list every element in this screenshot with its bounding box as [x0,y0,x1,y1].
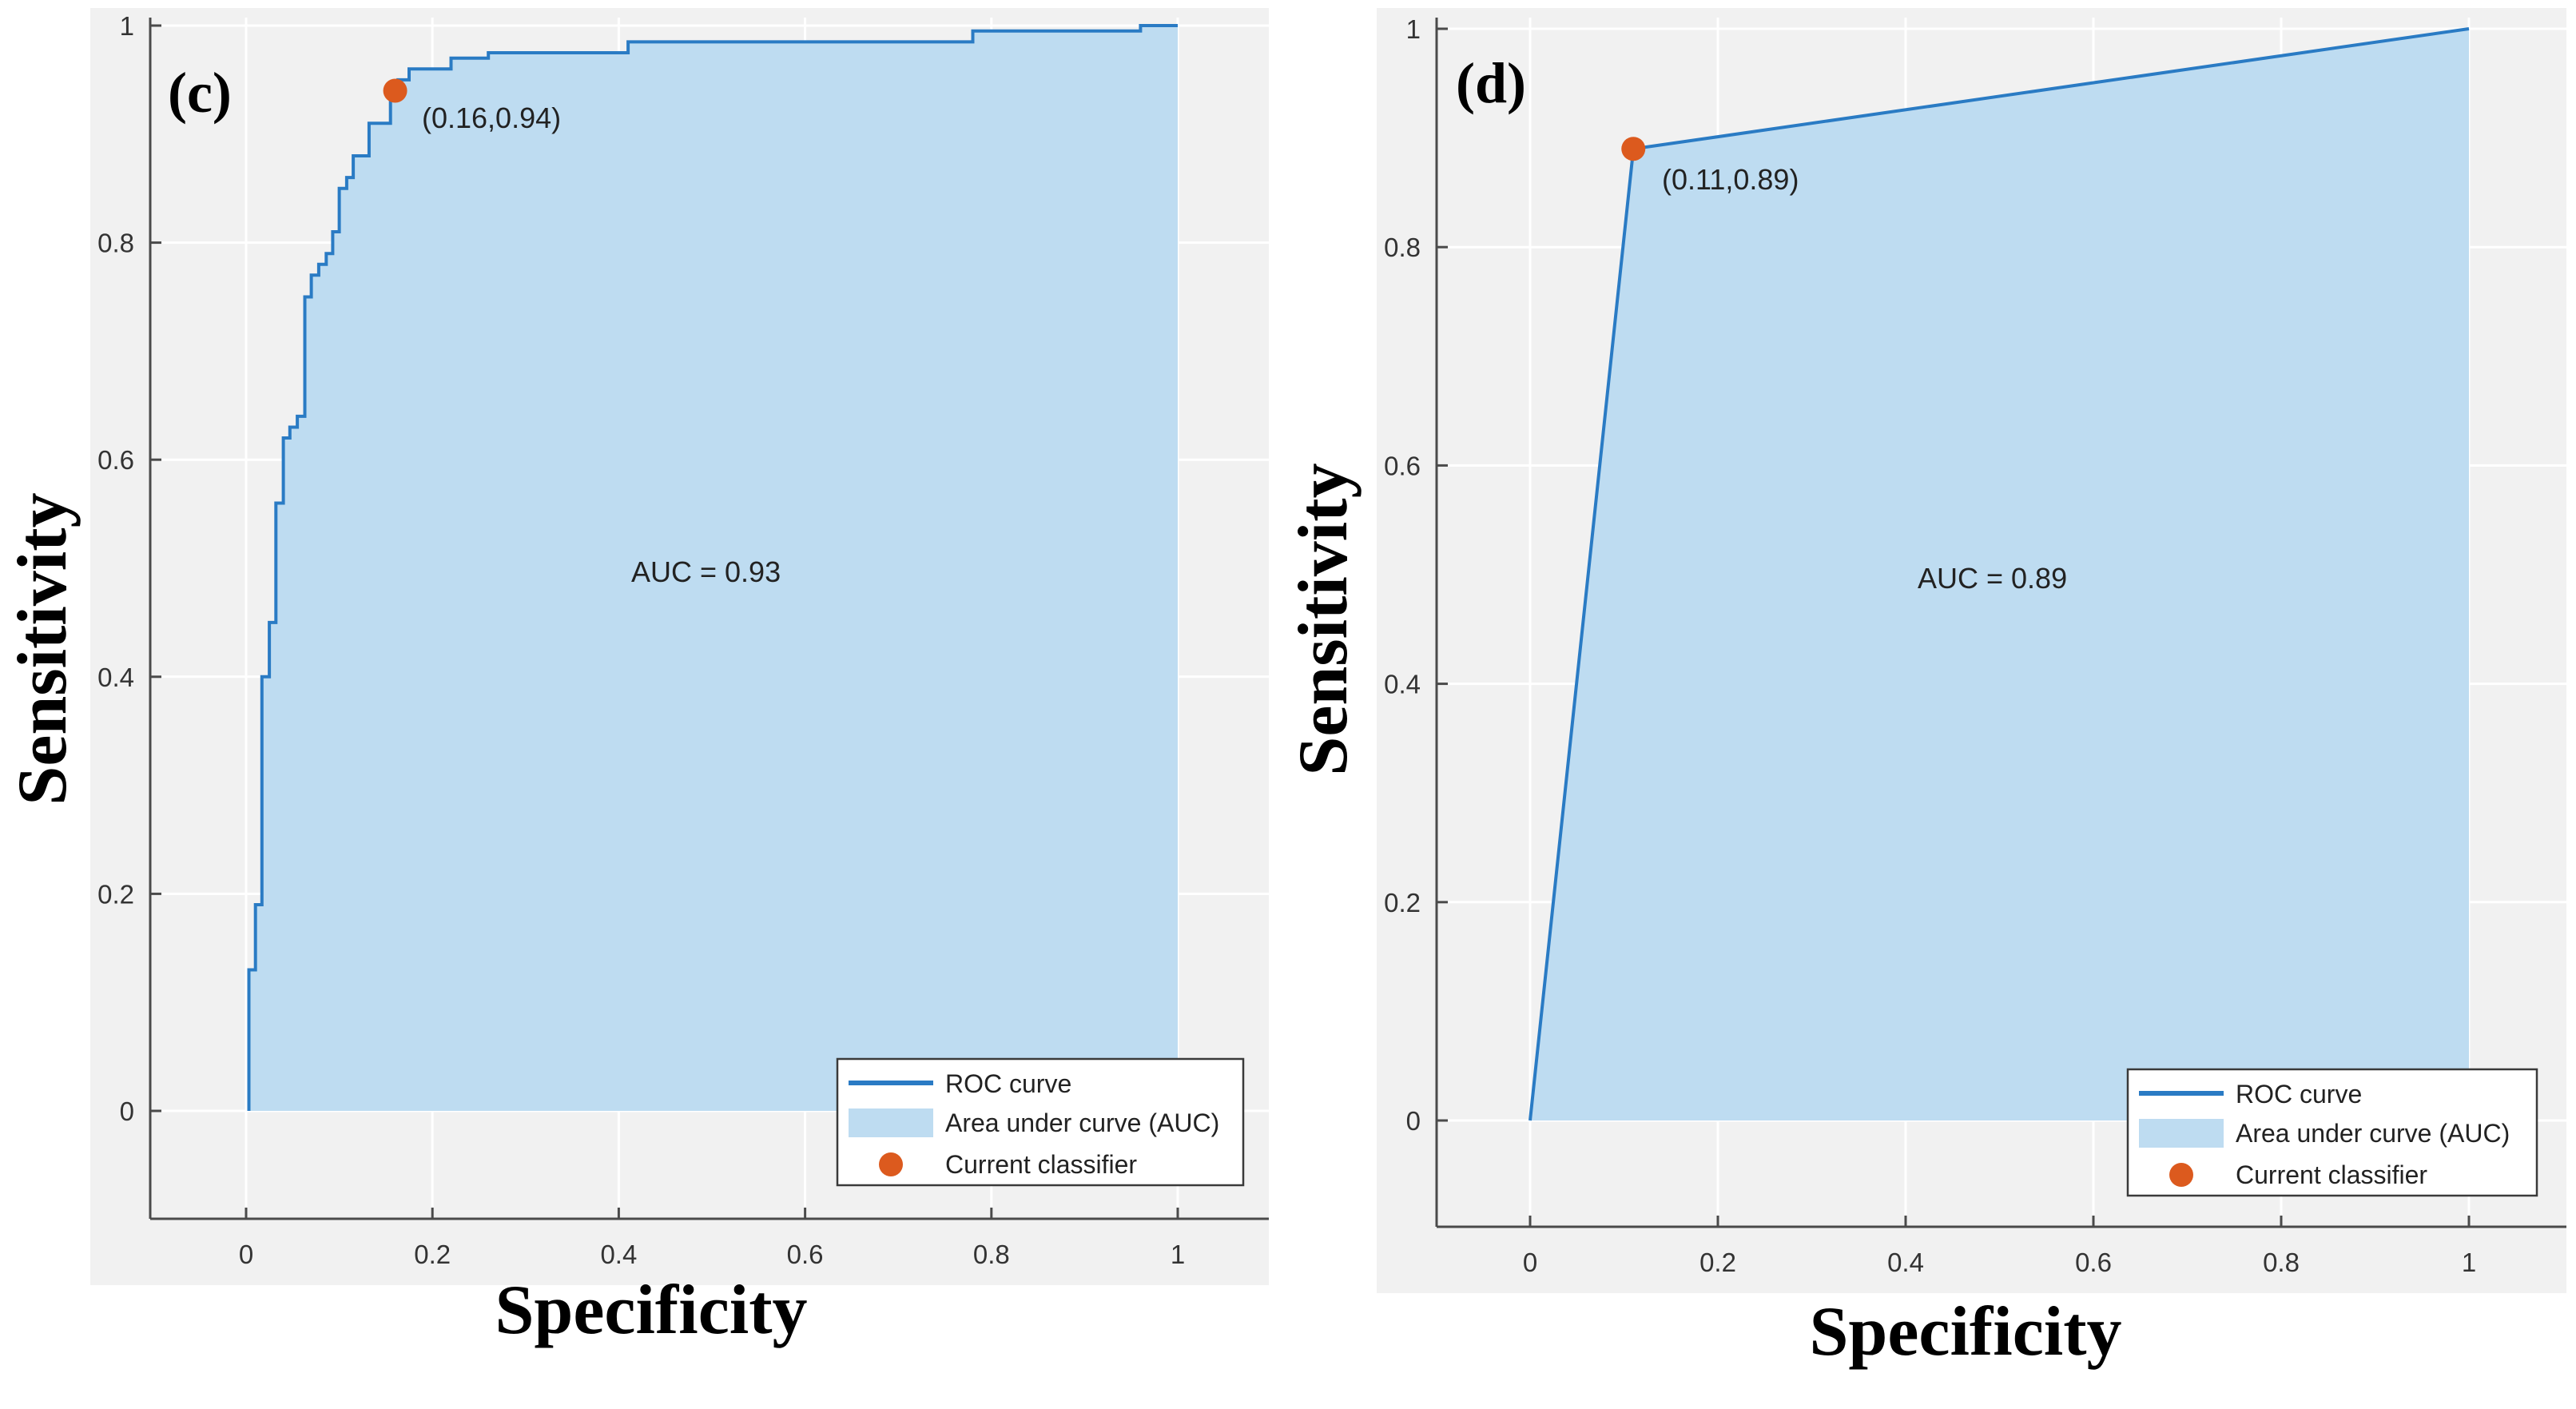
panel-c-x-tick-labels: 0 0.2 0.4 0.6 0.8 1 [239,1240,1185,1269]
panel-d-legend: ROC curve Area under curve (AUC) Current… [2126,1068,2538,1197]
panel-c-legend-classifier-swatch [879,1152,903,1176]
x-tick-label: 0.4 [600,1240,637,1269]
panel-d-legend-classifier-label: Current classifier [2236,1160,2427,1189]
panel-c-auc-text: AUC = 0.93 [631,555,781,588]
y-tick-label: 0.2 [97,879,134,909]
panel-d-auc-text: AUC = 0.89 [1918,562,2067,595]
panel-d-chart: 0 0.2 0.4 0.6 0.8 1 0 0.2 0.4 0.6 0.8 1 (d) (0.11,… [1285,8,2566,1371]
x-tick-label: 0.8 [2263,1248,2300,1277]
panel-d-legend-auc-label: Area under curve (AUC) [2236,1119,2510,1148]
panel-d-x-axis-label: Specificity [1809,1293,2121,1371]
panel-c-chart: 0 0.2 0.4 0.6 0.8 1 0 0.2 0.4 0.6 0.8 1 (c) (0.16,… [4,8,1269,1349]
panel-c-legend-roc-label: ROC curve [945,1069,1071,1098]
x-tick-label: 0.8 [973,1240,1010,1269]
x-tick-label: 0.2 [414,1240,451,1269]
y-tick-label: 0 [120,1097,134,1126]
x-tick-label: 1 [1171,1240,1185,1269]
panel-d-y-axis-label: Sensitivity [1285,463,1362,775]
panel-c-classifier-point [383,78,407,103]
y-tick-label: 0.8 [1384,233,1421,262]
x-tick-label: 0.4 [1887,1248,1924,1277]
panel-c-classifier-label: (0.16,0.94) [422,101,561,134]
y-tick-label: 0.6 [97,445,134,475]
x-tick-label: 0.6 [787,1240,824,1269]
panel-c-y-tick-labels: 0 0.2 0.4 0.6 0.8 1 [97,11,134,1126]
panel-c-legend-auc-swatch [849,1108,933,1137]
panel-c-label: (c) [168,61,232,125]
y-tick-label: 1 [1406,14,1421,44]
y-tick-label: 0 [1406,1106,1421,1136]
y-tick-label: 0.4 [1384,670,1421,699]
x-tick-label: 0.6 [2075,1248,2112,1277]
panel-c-axes [149,18,1269,1220]
panel-c-legend-classifier-label: Current classifier [945,1150,1137,1179]
panel-d-label: (d) [1456,51,1526,115]
panel-d-legend-classifier-swatch [2169,1163,2193,1187]
panel-d-auc-area [1530,29,2469,1120]
y-tick-label: 0.6 [1384,451,1421,480]
panel-d-axes [1435,18,2566,1228]
panel-d-x-tick-labels: 0 0.2 0.4 0.6 0.8 1 [1523,1248,2476,1277]
x-tick-label: 1 [2462,1248,2476,1277]
panel-c-x-axis-label: Specificity [495,1272,807,1349]
panel-c-roc-curve [247,24,1178,1111]
panel-d-y-tick-labels: 0 0.2 0.4 0.6 0.8 1 [1384,14,1421,1136]
panel-c-auc-area [248,26,1178,1111]
x-tick-label: 0.2 [1699,1248,1736,1277]
x-tick-label: 0 [239,1240,253,1269]
y-tick-label: 0.8 [97,229,134,258]
panel-c-legend: ROC curve Area under curve (AUC) Current… [836,1057,1245,1187]
x-tick-label: 0 [1523,1248,1537,1277]
panel-d-classifier-label: (0.11,0.89) [1662,163,1799,196]
panel-c-y-axis-label: Sensitivity [4,492,81,805]
y-tick-label: 0.2 [1384,888,1421,917]
panel-d-legend-auc-swatch [2139,1119,2224,1148]
panel-d-classifier-point [1621,137,1646,161]
panel-c-legend-auc-label: Area under curve (AUC) [945,1108,1219,1137]
y-tick-label: 0.4 [97,663,134,692]
panel-d-legend-roc-label: ROC curve [2236,1080,2362,1108]
y-tick-label: 1 [120,11,134,41]
